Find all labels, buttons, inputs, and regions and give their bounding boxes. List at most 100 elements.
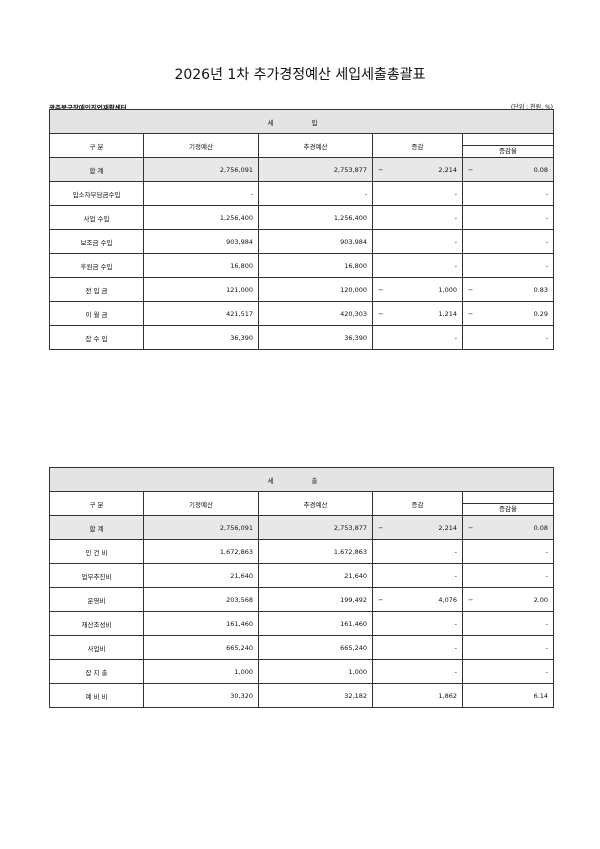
rate-value: - — [545, 643, 549, 652]
change-cell: - — [372, 325, 463, 350]
rate-value: - — [545, 571, 549, 580]
rate-cell: − 0.29 — [461, 301, 555, 326]
change-sign: − — [378, 523, 384, 532]
change-value: 4,076 — [438, 595, 457, 604]
change-cell: - — [372, 181, 463, 206]
row-label: 재산조성비 — [49, 611, 144, 636]
rate-cell: − 0.08 — [461, 515, 555, 540]
unit-note: (단위 : 천원, %) — [510, 104, 553, 111]
table-row: 합 계 2,756,091 2,753,877 − 2,214 − 0.08 — [49, 515, 555, 540]
revised-budget: - — [258, 181, 373, 206]
revised-budget: 161,460 — [258, 611, 373, 636]
rate-cell: - — [461, 539, 555, 564]
original-budget: 665,240 — [143, 635, 259, 660]
original-budget: 2,756,091 — [143, 157, 259, 182]
table-row: 입소자부담금수입 - - - - — [49, 181, 555, 206]
revised-budget: 2,753,877 — [258, 157, 373, 182]
table-row: 사업비 665,240 665,240 - - — [49, 635, 555, 660]
row-label: 전 입 금 — [49, 277, 144, 302]
rate-value: - — [545, 333, 549, 342]
rate-value: - — [545, 619, 549, 628]
revised-budget: 420,303 — [258, 301, 373, 326]
rate-sign: − — [468, 285, 474, 294]
revised-budget: 903,984 — [258, 229, 373, 254]
change-cell: − 1,000 — [372, 277, 463, 302]
rate-cell: - — [461, 253, 555, 278]
change-cell: − 2,214 — [372, 157, 463, 182]
change-value: - — [454, 547, 457, 556]
rate-value: 0.08 — [533, 165, 549, 174]
section-title: 세 입 — [48, 109, 555, 134]
revised-budget: 32,182 — [258, 683, 373, 708]
col-rate-cell: 증감율 — [461, 491, 555, 516]
column-header-row: 구 분 기정예산 추경예산 증감 증감율 — [49, 491, 555, 516]
rate-cell: - — [461, 181, 555, 206]
original-budget: 1,256,400 — [143, 205, 259, 230]
section-title: 세 출 — [48, 467, 555, 492]
original-budget: 16,800 — [143, 253, 259, 278]
original-budget: 203,568 — [143, 587, 259, 612]
col-change: 증감 — [372, 491, 463, 516]
page-title: 2026년 1차 추가경정예산 세입세출총괄표 — [174, 67, 426, 83]
revised-budget: 1,256,400 — [258, 205, 373, 230]
change-cell: - — [372, 611, 463, 636]
original-budget: 161,460 — [143, 611, 259, 636]
change-cell: - — [372, 635, 463, 660]
change-value: - — [454, 643, 457, 652]
col-change: 증감 — [372, 133, 463, 158]
original-budget: - — [143, 181, 259, 206]
rate-cell: - — [461, 325, 555, 350]
table-row: 전 입 금 121,000 120,000 − 1,000 − 0.83 — [49, 277, 555, 302]
original-budget: 421,517 — [143, 301, 259, 326]
table-row: 운영비 203,568 199,492 − 4,076 − 2.00 — [49, 587, 555, 612]
change-value: 1,214 — [438, 309, 457, 318]
change-value: - — [454, 261, 457, 270]
rate-cell: - — [461, 229, 555, 254]
row-label: 후원금 수입 — [49, 253, 144, 278]
rate-sign: − — [468, 309, 474, 318]
col-rate: 증감율 — [463, 145, 554, 157]
change-sign: − — [378, 165, 384, 174]
table-row: 이 월 금 421,517 420,303 − 1,214 − 0.29 — [49, 301, 555, 326]
original-budget: 21,640 — [143, 563, 259, 588]
revised-budget: 1,672,863 — [258, 539, 373, 564]
original-budget: 30,320 — [143, 683, 259, 708]
revised-budget: 1,000 — [258, 659, 373, 684]
change-value: 1,862 — [438, 691, 457, 700]
revised-budget: 665,240 — [258, 635, 373, 660]
rate-cell: 6.14 — [461, 683, 555, 708]
row-label: 인 건 비 — [49, 539, 144, 564]
row-label: 잡 수 입 — [49, 325, 144, 350]
rate-value: - — [545, 213, 549, 222]
rate-value: - — [545, 547, 549, 556]
revenue-table: 세 입 구 분 기정예산 추경예산 증감 증감율 합 계 2,756,091 2… — [48, 109, 555, 350]
rate-value: 0.29 — [533, 309, 549, 318]
rate-cell: - — [461, 563, 555, 588]
table-row: 보조금 수입 903,984 903,984 - - — [49, 229, 555, 254]
rate-sign: − — [468, 595, 474, 604]
change-sign: − — [378, 595, 384, 604]
change-cell: - — [372, 563, 463, 588]
change-cell: − 4,076 — [372, 587, 463, 612]
row-label: 합 계 — [49, 157, 144, 182]
change-sign: − — [378, 309, 384, 318]
change-value: 2,214 — [438, 165, 457, 174]
rate-cell: - — [461, 611, 555, 636]
row-label: 업무추진비 — [49, 563, 144, 588]
row-label: 입소자부담금수입 — [49, 181, 144, 206]
change-value: - — [454, 571, 457, 580]
section-header: 세 입 — [48, 109, 555, 134]
revised-budget: 36,390 — [258, 325, 373, 350]
column-header-row: 구 분 기정예산 추경예산 증감 증감율 — [49, 133, 555, 158]
row-label: 운영비 — [49, 587, 144, 612]
organization-name: 광주북구장애인직업재활센터 — [49, 104, 127, 112]
col-rate: 증감율 — [463, 503, 554, 515]
change-cell: - — [372, 539, 463, 564]
col-original: 기정예산 — [143, 491, 259, 516]
change-value: 1,000 — [438, 285, 457, 294]
rate-value: - — [545, 261, 549, 270]
rate-cell: - — [461, 205, 555, 230]
col-category: 구 분 — [49, 133, 144, 158]
rate-cell: - — [461, 659, 555, 684]
table-row: 업무추진비 21,640 21,640 - - — [49, 563, 555, 588]
